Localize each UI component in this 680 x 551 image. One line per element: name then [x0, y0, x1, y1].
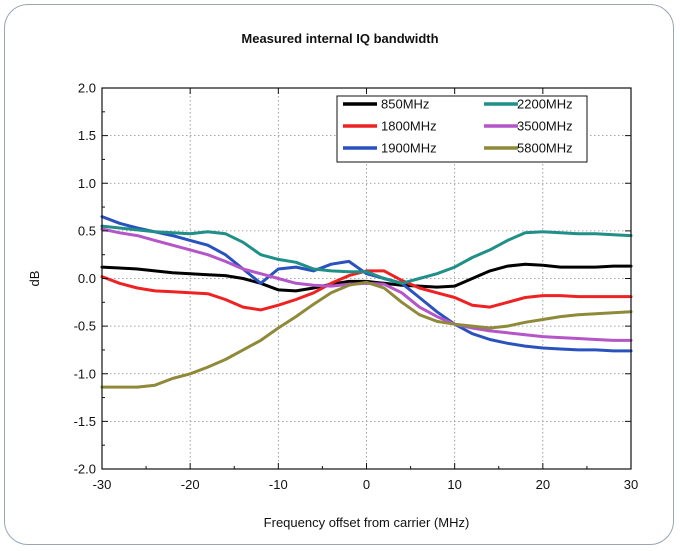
x-tick-label: 10 — [447, 477, 461, 492]
x-tick-label: -30 — [93, 477, 112, 492]
series-line-5800mhz — [100, 280, 633, 389]
legend-label: 1800MHz — [381, 119, 437, 134]
legend-box — [336, 95, 588, 163]
chart-card — [4, 4, 674, 545]
y-tick-label: -0.5 — [74, 319, 96, 334]
series-line-3500mhz — [100, 227, 633, 342]
legend-label: 850MHz — [381, 97, 429, 112]
legend-label: 3500MHz — [517, 119, 573, 134]
x-tick-label: -20 — [181, 477, 200, 492]
x-tick-label: 30 — [624, 477, 638, 492]
x-axis-label: Frequency offset from carrier (MHz) — [264, 515, 470, 530]
axis-ticks: -30 -20 -10 0 10 20 30 2.0 1.5 1.0 0.5 0.0 -0.5 -1.0 -… — [74, 81, 639, 493]
y-tick-label: 1.0 — [78, 176, 96, 191]
y-tick-label: 2.0 — [78, 81, 96, 96]
x-tick-label: 0 — [363, 477, 370, 492]
y-tick-label: 0.0 — [78, 271, 96, 286]
chart-title: Measured internal IQ bandwidth — [241, 31, 439, 46]
legend-label: 1900MHz — [381, 141, 437, 156]
y-tick-label: 0.5 — [78, 223, 96, 238]
x-tick-label: 20 — [536, 477, 550, 492]
legend-label: 5800MHz — [517, 141, 573, 156]
y-tick-label: -2.0 — [74, 462, 96, 477]
series-lines — [100, 215, 633, 389]
y-tick-label: -1.0 — [74, 366, 96, 381]
y-tick-label: 1.5 — [78, 128, 96, 143]
y-axis-label: dB — [27, 271, 42, 287]
y-tick-label: -1.5 — [74, 414, 96, 429]
x-tick-label: -10 — [269, 477, 288, 492]
legend-label: 2200MHz — [517, 97, 573, 112]
series-line-2200mhz — [100, 224, 633, 285]
legend: 850MHz 2200MHz 1800MHz 3500MHz 1900MHz 5800MH… — [336, 95, 588, 163]
series-line-1900mhz — [100, 215, 633, 353]
